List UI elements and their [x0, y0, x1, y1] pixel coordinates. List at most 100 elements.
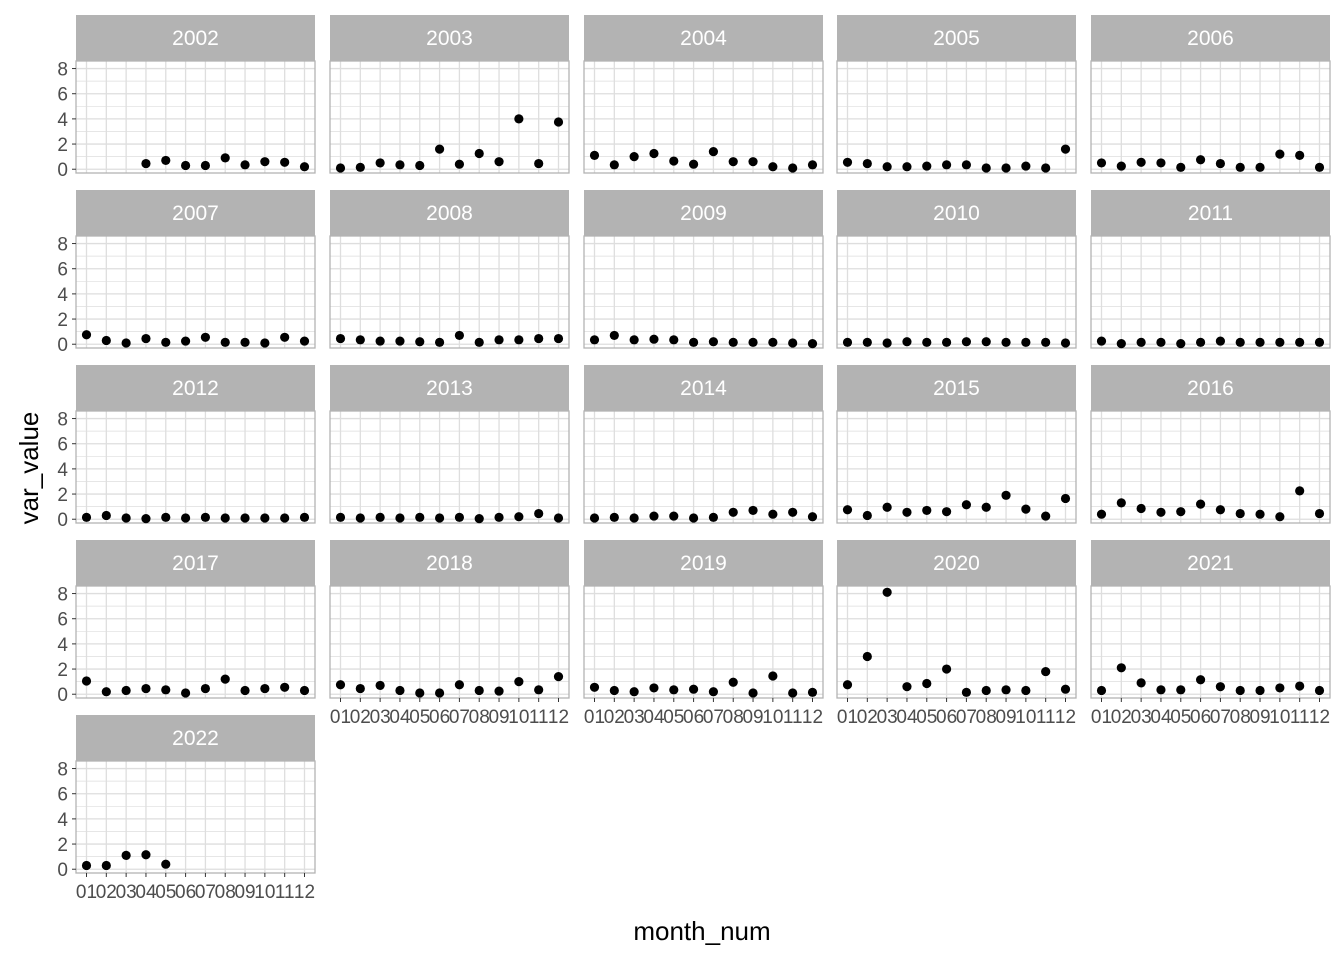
data-point — [1195, 155, 1206, 165]
x-tick-label: 04 — [135, 882, 157, 903]
panel-background — [584, 61, 823, 173]
facet-panel-2011: 2011 — [1090, 190, 1331, 349]
data-point — [1176, 507, 1186, 517]
data-point — [553, 333, 564, 344]
x-tick-label: 10 — [1015, 707, 1036, 728]
data-point — [335, 512, 346, 522]
data-point — [882, 502, 892, 512]
x-tick-label: 06 — [936, 707, 957, 728]
data-point — [1255, 685, 1265, 696]
y-tick-label: 0 — [57, 160, 68, 181]
y-tick-label: 6 — [57, 85, 68, 106]
data-point — [609, 160, 619, 170]
x-tick-label: 03 — [1131, 707, 1152, 728]
x-tick-label: 08 — [215, 882, 236, 903]
data-point — [454, 330, 465, 341]
data-point — [101, 687, 111, 697]
data-point — [788, 688, 798, 698]
data-point — [649, 683, 659, 693]
data-point — [862, 337, 872, 347]
data-point — [961, 687, 972, 697]
data-point — [862, 651, 872, 662]
x-tick-label: 02 — [604, 707, 625, 728]
data-point — [141, 850, 151, 860]
data-point — [788, 338, 798, 348]
facet-strip — [76, 365, 315, 411]
data-point — [180, 160, 191, 171]
panel-background — [76, 586, 315, 698]
data-point — [669, 156, 679, 166]
x-tick-label: 05 — [1170, 707, 1191, 728]
facet-strip-label: 2022 — [172, 727, 219, 750]
data-point — [355, 513, 365, 523]
data-point — [141, 513, 151, 524]
x-tick-label: 02 — [1111, 707, 1132, 728]
data-point — [1295, 486, 1305, 496]
data-point — [280, 332, 290, 342]
facet-strip-label: 2018 — [426, 552, 473, 575]
data-point — [494, 512, 504, 522]
data-point — [161, 337, 171, 347]
data-point — [180, 688, 191, 698]
panel-border — [836, 60, 1077, 174]
data-point — [200, 512, 211, 522]
data-point — [121, 513, 131, 523]
data-point — [589, 682, 600, 692]
x-tick-label: 01 — [330, 707, 351, 728]
facet-strip — [76, 715, 315, 761]
data-point — [141, 683, 151, 694]
data-point — [240, 160, 250, 170]
data-point — [1275, 337, 1285, 347]
data-point — [200, 160, 211, 171]
data-point — [220, 337, 230, 347]
data-point — [1215, 505, 1226, 515]
data-point — [1021, 504, 1031, 514]
data-point — [454, 159, 465, 169]
y-tick-label: 8 — [57, 235, 68, 256]
data-point — [1021, 685, 1031, 696]
facet-strip — [330, 15, 569, 61]
data-point — [1195, 499, 1206, 509]
data-point — [474, 685, 484, 696]
data-point — [335, 680, 346, 690]
data-point — [101, 510, 111, 521]
data-point — [1255, 337, 1265, 347]
data-point — [395, 160, 405, 170]
panel-background — [837, 236, 1076, 348]
panel-border — [75, 235, 316, 349]
x-tick-label: 05 — [409, 707, 430, 728]
data-point — [1176, 685, 1186, 695]
data-point — [434, 513, 445, 523]
data-point — [121, 850, 131, 860]
x-axis-title: month_num — [633, 916, 770, 946]
y-tick-label: 8 — [57, 585, 68, 606]
x-tick-label: 10 — [508, 707, 529, 728]
data-point — [1116, 338, 1126, 349]
x-tick-label: 03 — [116, 882, 137, 903]
x-tick-label: 12 — [802, 707, 823, 728]
facet-strip — [76, 190, 315, 236]
facet-strip-label: 2011 — [1188, 202, 1233, 225]
facet-strip-label: 2016 — [1187, 377, 1234, 400]
panel-background — [1091, 61, 1330, 173]
data-point — [1116, 161, 1126, 171]
data-point — [375, 336, 385, 346]
data-point — [395, 513, 405, 523]
data-point — [81, 860, 92, 871]
panel-border — [583, 235, 824, 349]
facet-panel-2013: 2013 — [329, 365, 570, 524]
data-point — [514, 512, 524, 522]
data-point — [922, 337, 932, 347]
data-point — [1096, 509, 1107, 519]
data-point — [708, 337, 719, 347]
data-point — [1235, 162, 1245, 172]
panel-border — [1090, 235, 1331, 349]
panel-background — [76, 411, 315, 523]
data-point — [1235, 685, 1245, 696]
data-point — [961, 500, 972, 510]
panel-background — [1091, 411, 1330, 523]
data-point — [1136, 337, 1146, 347]
data-point — [902, 337, 912, 347]
